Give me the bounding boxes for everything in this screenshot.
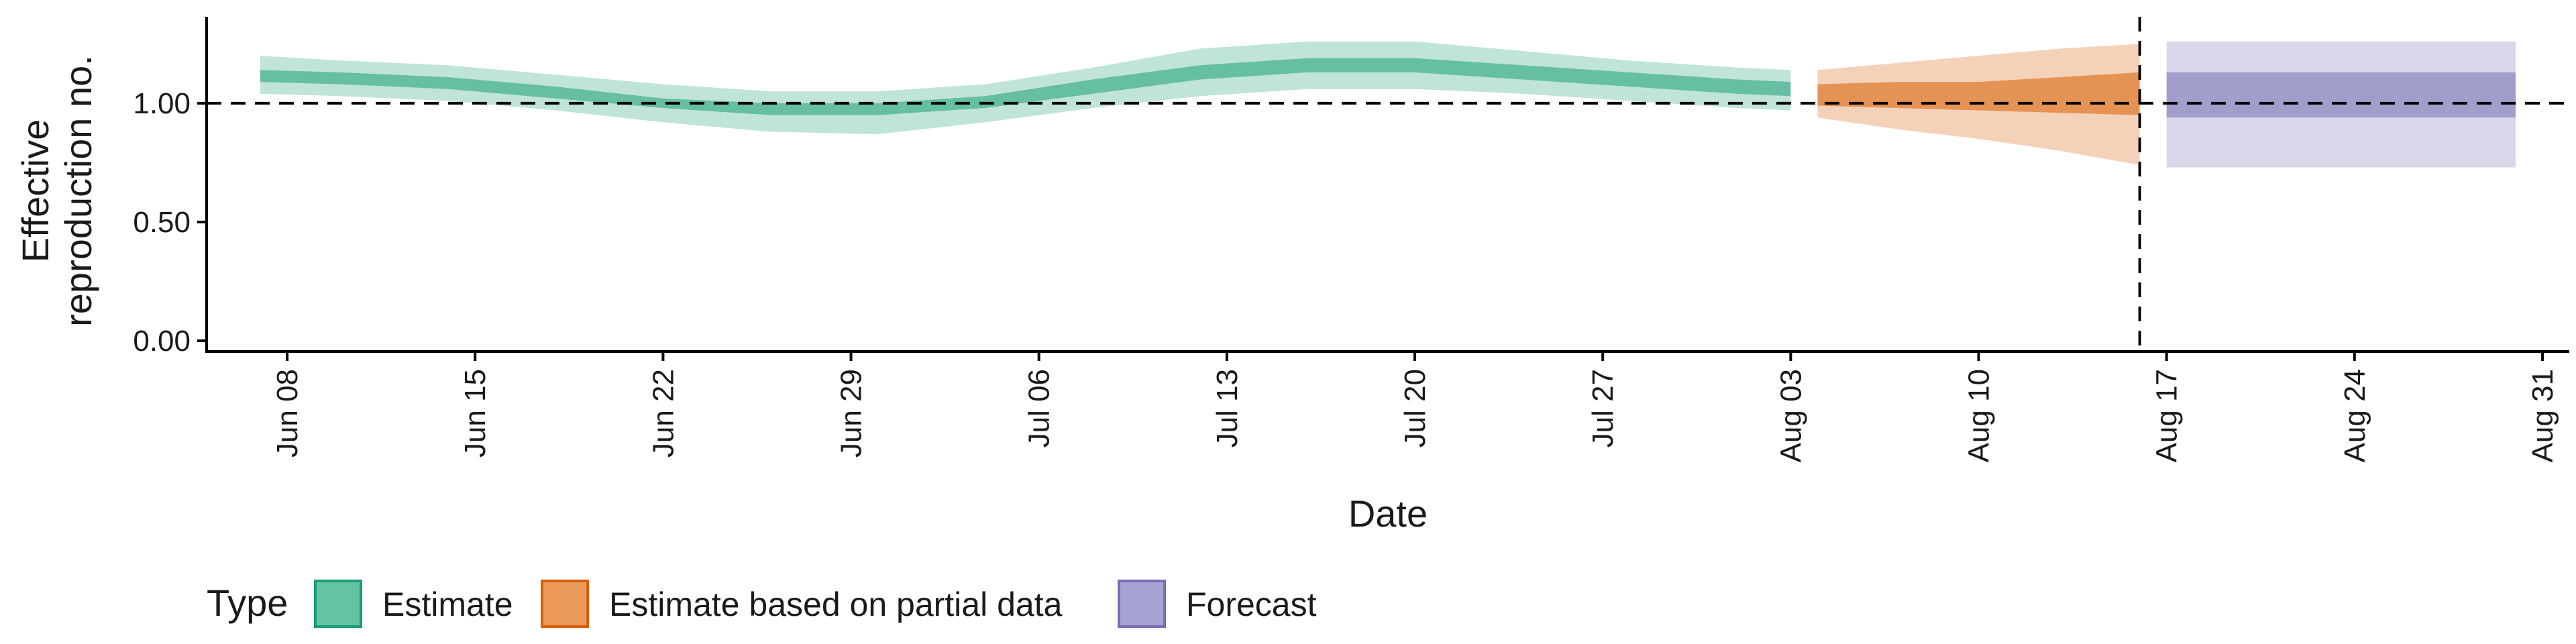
y-axis-ticks: 0.00 0.50 1.00: [133, 87, 207, 358]
x-tick-label: Jul 20: [1399, 369, 1432, 447]
legend: Type Estimate Estimate based on partial da…: [207, 580, 1317, 628]
x-tick-label: Jul 27: [1587, 369, 1619, 447]
x-tick-label: Jul 13: [1211, 369, 1244, 447]
y-axis-title: Effectivereproduction no.: [14, 55, 99, 327]
legend-swatch: [541, 580, 589, 628]
x-tick-label: Jul 06: [1023, 369, 1056, 447]
x-axis-ticks: Jun 08 Jun 15 Jun 22 Jun 29 Jul 06 Jul 13 Jul …: [271, 352, 2559, 462]
y-tick-label: 1.00: [133, 87, 191, 120]
y-axis-title-line: Effective: [14, 119, 56, 263]
x-tick-label: Aug 10: [1963, 369, 1996, 462]
y-tick-label: 0.00: [133, 325, 191, 358]
legend-label: Forecast: [1186, 586, 1317, 623]
x-tick-label: Aug 03: [1774, 369, 1807, 462]
legend-swatch: [1118, 580, 1166, 628]
x-tick-label: Aug 31: [2526, 369, 2559, 462]
estimate-inner-band: [260, 58, 1791, 115]
x-tick-label: Aug 17: [2151, 369, 2184, 462]
y-axis-title-line: reproduction no.: [57, 55, 99, 327]
x-tick-label: Jun 08: [271, 369, 304, 458]
y-tick-label: 0.50: [133, 206, 191, 239]
legend-label: Estimate based on partial data: [609, 586, 1063, 623]
x-axis-title: Date: [1348, 492, 1428, 535]
x-tick-label: Jun 29: [835, 369, 868, 458]
x-tick-label: Aug 24: [2339, 369, 2371, 462]
legend-swatch: [314, 580, 362, 628]
forecast-inner-band: [2166, 72, 2516, 118]
x-tick-label: Jun 15: [459, 369, 492, 458]
legend-label: Estimate: [382, 586, 513, 623]
legend-title: Type: [207, 582, 288, 624]
x-tick-label: Jun 22: [647, 369, 680, 458]
